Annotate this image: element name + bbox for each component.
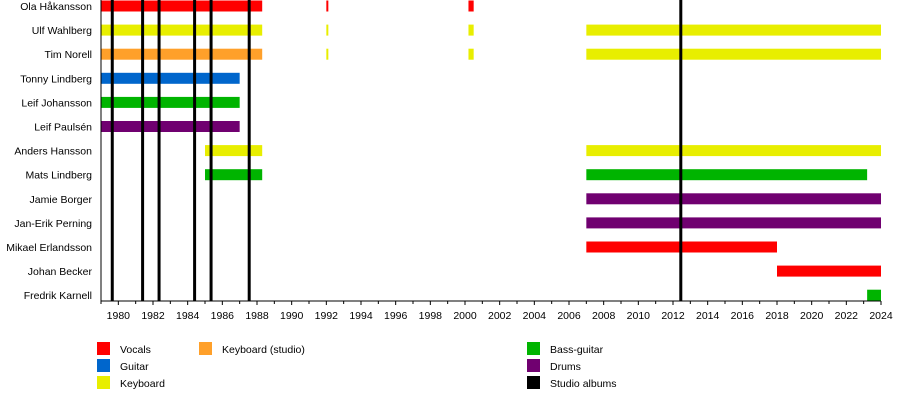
bar-drums [586,193,881,205]
bar-keyboard [586,24,881,36]
tick-label: 1998 [419,310,443,322]
member-label: Leif Johansson [21,97,92,109]
tick-label: 1980 [107,310,131,322]
tick-label: 2000 [453,310,477,322]
tick-label: 2016 [731,310,755,322]
member-label: Mats Lindberg [25,170,92,182]
tick-label: 1994 [349,310,373,322]
bar-keyboard [468,24,474,36]
tick-label: 1992 [315,310,339,322]
tick-label: 2002 [488,310,512,322]
legend-swatch-guitar [97,359,110,372]
tick-label: 2022 [835,310,859,322]
tick-label: 1988 [245,310,269,322]
legend: Vocals Guitar Keyboard Keyboard (studio) Bas… [97,342,617,390]
member-label: Jan-Erik Perning [14,218,92,230]
tick-label: 2012 [661,310,685,322]
tick-label: 2024 [869,310,893,322]
bar-keyboard_studio [101,48,263,60]
tick-label: 1996 [384,310,408,322]
member-label: Ulf Wahlberg [32,25,92,37]
member-label: Tonny Lindberg [20,73,92,85]
tick-label: 1990 [280,310,304,322]
legend-label-bass: Bass-guitar [550,344,604,356]
tick-label: 2018 [765,310,789,322]
bar-keyboard [326,24,329,36]
bar-bass [586,169,868,181]
member-bars [101,0,881,301]
bar-keyboard [586,145,881,157]
tick-label: 1986 [211,310,235,322]
tick-label: 1982 [141,310,165,322]
legend-swatch-drums [527,359,540,372]
bar-bass [867,289,881,301]
bar-keyboard [101,24,263,36]
legend-swatch-keyboard_studio [199,342,212,355]
bar-vocals [326,0,329,12]
bar-bass [101,96,240,108]
member-label: Leif Paulsén [34,122,92,134]
legend-label-keyboard_studio: Keyboard (studio) [222,344,305,356]
member-label: Fredrik Karnell [24,290,92,302]
bar-vocals [101,0,263,12]
tick-label: 2004 [523,310,547,322]
legend-label-drums: Drums [550,361,581,373]
bar-drums [101,121,240,132]
bar-guitar [101,72,240,84]
bar-vocals [468,0,474,12]
member-label: Johan Becker [28,266,93,278]
member-label: Mikael Erlandsson [6,242,92,254]
member-labels: Ola Håkansson Ulf Wahlberg Tim Norell Tonny… [6,1,92,302]
tick-label: 1984 [176,310,200,322]
tick-label: 2020 [800,310,824,322]
bar-keyboard [205,145,263,157]
legend-label-keyboard: Keyboard [120,378,165,390]
legend-label-albums: Studio albums [550,378,617,390]
bar-keyboard [586,48,881,60]
bar-keyboard [468,48,474,60]
album-lines [110,0,683,301]
member-label: Jamie Borger [30,194,93,206]
legend-label-guitar: Guitar [120,361,149,373]
legend-swatch-vocals [97,342,110,355]
legend-swatch-albums [527,376,540,389]
legend-swatch-keyboard [97,376,110,389]
member-label: Ola Håkansson [20,1,92,13]
legend-label-vocals: Vocals [120,344,151,356]
legend-swatch-bass [527,342,540,355]
tick-label: 2008 [592,310,616,322]
tick-label: 2006 [557,310,581,322]
bar-vocals [777,265,881,277]
x-axis: 1980 1982 1984 1986 1988 1990 1992 1994 1996 1998… [100,0,893,322]
tick-label: 2014 [696,310,720,322]
member-label: Tim Norell [45,49,92,61]
bar-drums [586,217,881,229]
member-label: Anders Hansson [14,146,92,158]
tick-label: 2010 [627,310,651,322]
bar-keyboard [326,48,329,60]
bar-bass [205,169,263,181]
